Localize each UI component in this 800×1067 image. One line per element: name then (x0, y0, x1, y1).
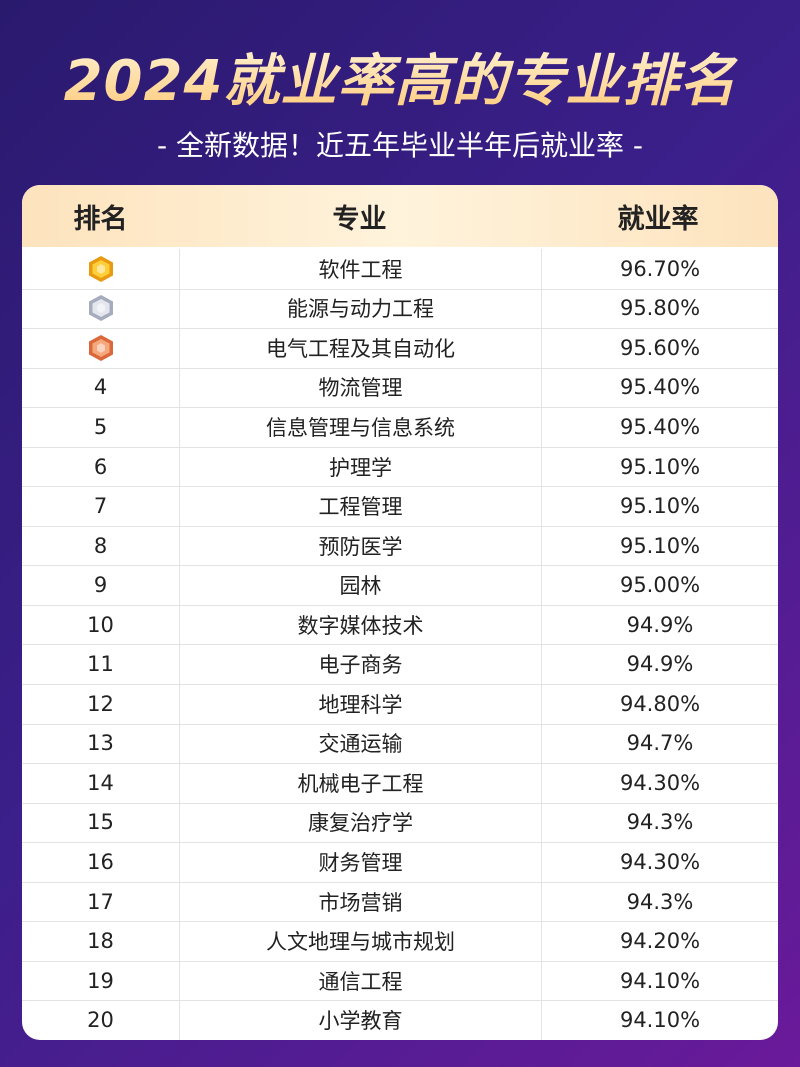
table-cell: 6 (22, 446, 180, 487)
table-cell: 地理科学 (180, 684, 542, 724)
table-cell: 94.30% (619, 850, 701, 875)
table-cell: 园林 (180, 565, 542, 605)
table-row: 20 小学教育 94.10% (22, 1000, 778, 1040)
table-row: 17 市场营销 94.3% (22, 881, 778, 923)
table-cell (22, 328, 180, 368)
title: 2024就业率高的专业排名 (0, 36, 800, 117)
table-cell: 95.00% (619, 573, 701, 598)
table-cell: 15 (22, 802, 180, 843)
table-cell: 13 (22, 723, 180, 764)
table-cell: 信息管理与信息系统 (180, 407, 542, 447)
table-cell: 财务管理 (180, 842, 542, 882)
column-header: 专业 (332, 203, 387, 235)
column-header: 排名 (73, 203, 128, 235)
table-cell (22, 288, 180, 329)
table-cell: 4 (22, 367, 180, 408)
table-cell: 电气工程及其自动化 (180, 328, 542, 368)
table-row: 14 机械电子工程 94.30% (22, 763, 778, 804)
table-cell: 人文地理与城市规划 (180, 921, 542, 961)
table-cell: 95.10% (619, 494, 701, 519)
medal-icon (88, 334, 113, 361)
table-row: 18 人文地理与城市规划 94.20% (22, 921, 778, 962)
table-cell: 94.20% (619, 929, 701, 954)
table-row: 16 财务管理 94.30% (22, 842, 778, 883)
column-header: 就业率 (617, 203, 699, 235)
table-cell: 16 (22, 842, 180, 882)
table-row: 电气工程及其自动化 95.60% (22, 328, 778, 369)
table-cell: 94.7% (626, 731, 694, 756)
table-cell: 94.3% (626, 889, 694, 914)
table-cell: 护理学 (180, 446, 542, 487)
table-row: 7 工程管理 95.10% (22, 486, 778, 527)
table-row: 4 物流管理 95.40% (22, 367, 778, 409)
table-cell: 96.70% (619, 256, 701, 281)
table-cell: 94.9% (626, 612, 694, 637)
table-cell: 预防医学 (180, 525, 542, 566)
table-row: 12 地理科学 94.80% (22, 684, 778, 725)
table-row: 11 电子商务 94.9% (22, 644, 778, 686)
table-cell: 20 (22, 1000, 180, 1040)
table-cell: 12 (22, 684, 180, 724)
table-cell: 通信工程 (180, 960, 542, 1001)
table-cell: 数字媒体技术 (180, 604, 542, 645)
table-cell: 19 (22, 960, 180, 1001)
table-row: 6 护理学 95.10% (22, 446, 778, 488)
table-cell: 14 (22, 763, 180, 803)
table-cell: 交通运输 (180, 723, 542, 764)
subtitle: - 全新数据！近五年毕业半年后就业率 - (156, 129, 643, 162)
table-cell: 94.3% (626, 810, 694, 835)
medal-icon (88, 255, 113, 282)
table-row: 5 信息管理与信息系统 95.40% (22, 407, 778, 448)
table-row: 13 交通运输 94.7% (22, 723, 778, 765)
table-cell: 95.40% (619, 414, 701, 439)
table-cell: 94.80% (619, 691, 701, 716)
table-row: 软件工程 96.70% (22, 249, 778, 290)
table-cell: 94.30% (619, 770, 701, 795)
table-cell: 18 (22, 921, 180, 961)
table-row: 8 预防医学 95.10% (22, 525, 778, 567)
table-cell: 95.10% (619, 533, 701, 558)
table-cell: 7 (22, 486, 180, 526)
table-cell: 10 (22, 604, 180, 645)
table-cell: 9 (22, 565, 180, 605)
table: 排名 专业 就业率 软件工程 96.70% 能源与动力工程 95.80% 电气工程及其自… (22, 185, 778, 1040)
table-cell: 5 (22, 407, 180, 447)
table-cell: 物流管理 (180, 367, 542, 408)
table-cell: 95.60% (619, 335, 701, 360)
table-cell: 94.9% (626, 652, 694, 677)
table-cell: 8 (22, 525, 180, 566)
medal-icon (88, 295, 113, 322)
table-row: 能源与动力工程 95.80% (22, 288, 778, 330)
table-cell: 94.10% (619, 968, 701, 993)
table-cell: 电子商务 (180, 644, 542, 685)
table-cell (22, 249, 180, 289)
table-cell: 机械电子工程 (180, 763, 542, 803)
table-cell: 94.10% (619, 1008, 701, 1033)
table-cell: 康复治疗学 (180, 802, 542, 843)
table-cell: 95.40% (619, 375, 701, 400)
table-row: 9 园林 95.00% (22, 565, 778, 606)
table-cell: 能源与动力工程 (180, 288, 542, 329)
table-cell: 小学教育 (180, 1000, 542, 1040)
header-row: 排名 专业 就业率 (22, 185, 778, 247)
table-row: 15 康复治疗学 94.3% (22, 802, 778, 844)
table-cell: 市场营销 (180, 881, 542, 922)
table-cell: 95.10% (619, 454, 701, 479)
table-cell: 17 (22, 881, 180, 922)
table-cell: 11 (22, 644, 180, 685)
table-cell: 软件工程 (180, 249, 542, 289)
table-row: 10 数字媒体技术 94.9% (22, 604, 778, 646)
table-row: 19 通信工程 94.10% (22, 960, 778, 1002)
table-cell: 95.80% (619, 296, 701, 321)
table-cell: 工程管理 (180, 486, 542, 526)
